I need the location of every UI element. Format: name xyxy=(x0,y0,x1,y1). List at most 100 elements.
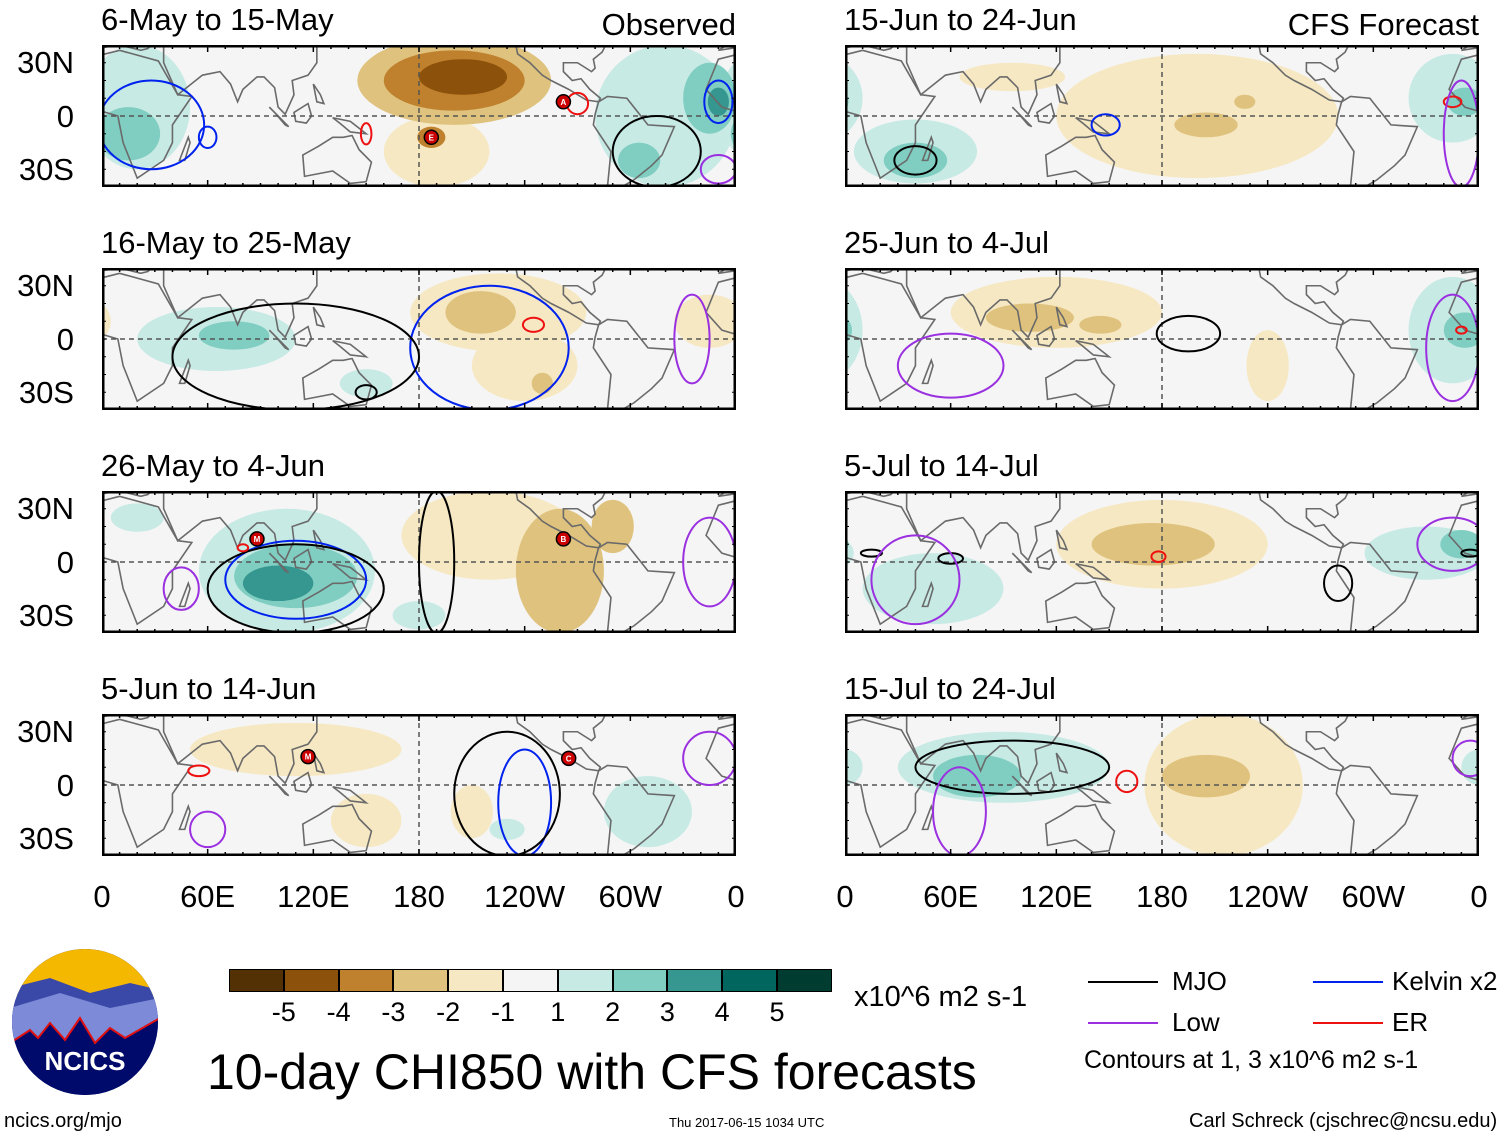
panel-frame xyxy=(845,268,1479,410)
colorbar-tick-label: -2 xyxy=(436,997,461,1027)
coastline xyxy=(1036,548,1056,570)
anomaly-area xyxy=(489,818,525,841)
coastline xyxy=(102,491,153,498)
coastline xyxy=(301,357,373,408)
coastline xyxy=(293,771,313,793)
coastline xyxy=(268,552,290,574)
figure-title: 10-day CHI850 with CFS forecasts xyxy=(207,1044,977,1100)
wave-contour xyxy=(859,548,883,558)
coastline xyxy=(515,491,607,549)
coastline xyxy=(905,45,1061,116)
coastline xyxy=(845,45,896,52)
wave-contour xyxy=(224,539,368,620)
lat-label-30S: 30S xyxy=(18,152,74,187)
lon-label: 0 xyxy=(836,879,854,914)
colorbar-tick-label: -3 xyxy=(381,997,406,1027)
coastline xyxy=(1055,529,1069,551)
storm-marker: M xyxy=(300,748,316,765)
lat-label-30S: 30S xyxy=(18,598,74,633)
coastline xyxy=(845,491,896,498)
legend-line-low xyxy=(1088,1022,1158,1024)
coastline xyxy=(1044,134,1116,185)
coastline xyxy=(312,83,326,105)
anomaly-area xyxy=(1246,330,1289,402)
coastline xyxy=(301,803,373,854)
anomaly-area xyxy=(933,754,1022,798)
wave-contour xyxy=(1460,548,1479,558)
lat-label-30N: 30N xyxy=(17,714,74,749)
coastline xyxy=(905,714,1061,785)
legend-label: MJO xyxy=(1172,966,1227,996)
coastline xyxy=(268,775,290,797)
anomaly-area xyxy=(242,565,314,602)
coastline xyxy=(921,134,934,162)
coastline xyxy=(1258,268,1350,326)
coastline xyxy=(1011,329,1033,351)
colorbar-tick-label: 3 xyxy=(659,997,675,1027)
panel-frame xyxy=(102,45,736,187)
coastline xyxy=(1036,325,1056,347)
anomaly-area xyxy=(1174,112,1238,138)
coastline xyxy=(592,541,676,633)
anomaly-area xyxy=(1234,94,1256,109)
coastline xyxy=(102,272,194,403)
lat-label-0: 0 xyxy=(56,544,74,580)
lat-label-0: 0 xyxy=(56,98,74,134)
coastline xyxy=(1335,95,1419,187)
wave-contour xyxy=(453,730,561,856)
wave-contour xyxy=(1115,769,1139,794)
contour-note: Contours at 1, 3 x10^6 m2 s-1 xyxy=(1084,1046,1419,1074)
wave-contour xyxy=(1442,95,1463,109)
coastline xyxy=(845,49,937,180)
anomaly-area xyxy=(707,87,729,116)
wave-contour xyxy=(893,145,938,176)
wave-contour xyxy=(703,79,734,125)
coastline xyxy=(293,102,313,124)
panel-title: 5-Jun to 14-Jun xyxy=(101,671,317,706)
anomaly-area xyxy=(102,107,161,161)
colorbar-swatch xyxy=(722,969,777,992)
anomaly-area xyxy=(339,369,393,398)
coastline xyxy=(1036,771,1056,793)
coastline xyxy=(1258,491,1350,549)
coastline xyxy=(332,785,369,804)
colorbar-swatch xyxy=(777,969,832,992)
coastline xyxy=(162,714,318,785)
anomaly-area xyxy=(531,372,553,395)
coastline xyxy=(332,116,369,135)
wave-contour xyxy=(102,79,206,171)
wave-contour xyxy=(409,284,570,410)
svg-text:E: E xyxy=(429,133,435,142)
anomaly-area xyxy=(110,503,164,532)
anomaly-area xyxy=(330,793,402,848)
legend-line-er xyxy=(1313,1022,1383,1024)
panel-frame xyxy=(102,268,736,410)
coastline xyxy=(1044,580,1116,631)
coastline xyxy=(515,45,607,103)
storm-marker: B xyxy=(555,531,572,547)
lon-label: 180 xyxy=(393,879,445,914)
lon-label: 0 xyxy=(1470,879,1488,914)
panel-frame xyxy=(102,491,736,633)
panel-title: 15-Jul to 24-Jul xyxy=(844,671,1056,706)
coastline xyxy=(1044,357,1116,408)
panel-source-label: Observed xyxy=(601,7,736,42)
anomaly-area xyxy=(383,116,490,187)
svg-text:M: M xyxy=(305,753,312,762)
coastline xyxy=(845,495,937,626)
coastline xyxy=(1036,102,1056,124)
lon-label: 60W xyxy=(598,879,663,914)
wave-contour xyxy=(354,384,378,401)
wave-contour xyxy=(673,293,711,385)
coastline xyxy=(515,714,607,772)
anomaly-area xyxy=(471,330,578,402)
coastline xyxy=(162,45,318,116)
coastline xyxy=(102,714,153,721)
wave-contour xyxy=(206,543,385,633)
anomaly-area xyxy=(392,601,446,630)
legend-label: Low xyxy=(1172,1007,1220,1037)
colorbar-swatch xyxy=(667,969,723,992)
wave-contour xyxy=(197,125,218,149)
